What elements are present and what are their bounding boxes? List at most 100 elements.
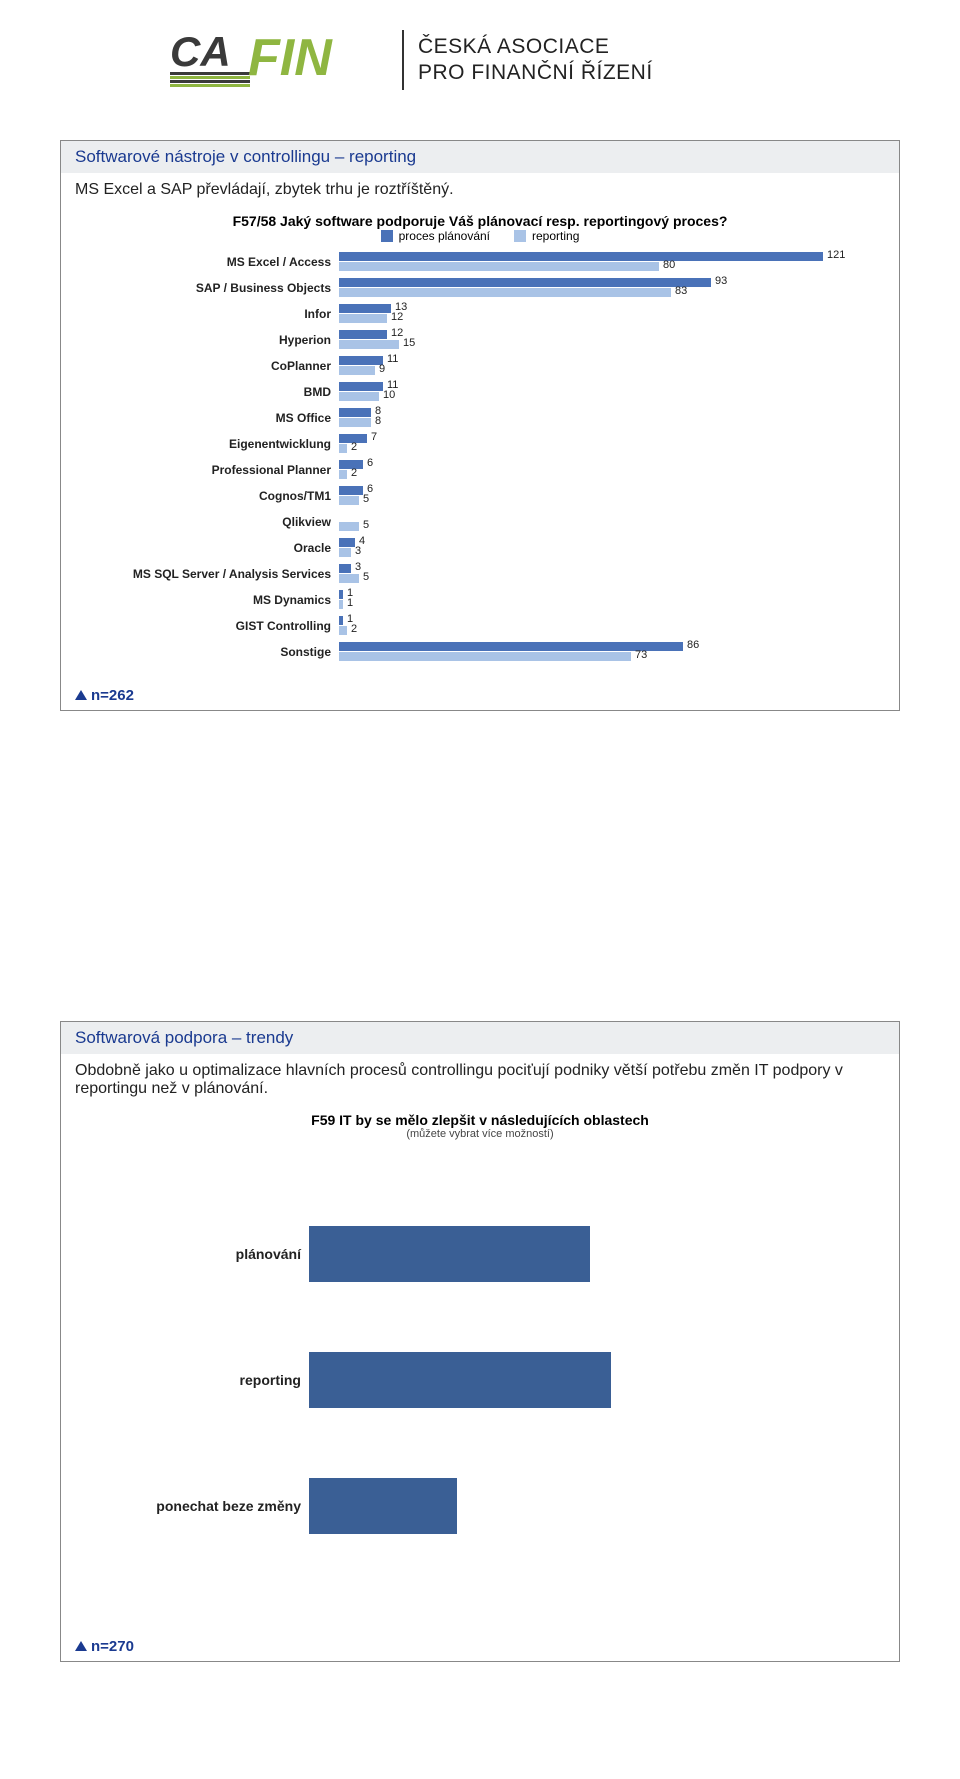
chart-row-bars: 119 (339, 355, 859, 377)
chart-row: MS Excel / Access12180 (101, 249, 859, 275)
chart-row-bars: 12 (339, 615, 859, 637)
bar-planning (339, 304, 391, 313)
org-line2: PRO FINANČNÍ ŘÍZENÍ (418, 60, 653, 86)
bar-planning (339, 616, 343, 625)
page-header: CA FIN ČESKÁ ASOCIACE PRO FINANČNÍ ŘÍZEN… (0, 0, 960, 110)
chart-row: Oracle43 (101, 535, 859, 561)
chart-row: SAP / Business Objects 93 83 (101, 275, 859, 301)
chart2-bar: 28% (309, 1478, 457, 1534)
bar-planning (339, 538, 355, 547)
chart2-bar: 57% (309, 1352, 611, 1408)
bar-value: 2 (351, 623, 357, 635)
chart2-row-label: reporting (121, 1372, 309, 1388)
chart-row-bars: 12180 (339, 251, 859, 273)
chart-row-bars: 5 (339, 511, 859, 533)
chart-row-label: BMD (101, 385, 339, 399)
chart2-track: 57% (309, 1352, 839, 1408)
chart2-value: 28% (465, 1496, 493, 1512)
chart-row-label: SAP / Business Objects (101, 281, 339, 295)
bar-reporting (339, 288, 671, 297)
bar-planning (339, 382, 383, 391)
bar-value: 3 (355, 561, 361, 573)
bar-value: 5 (363, 493, 369, 505)
chart-row: MS SQL Server / Analysis Services35 (101, 561, 859, 587)
section2-subtitle: Obdobně jako u optimalizace hlavních pro… (61, 1054, 899, 1104)
chart2-value: 53% (598, 1244, 626, 1260)
chart-row: Sonstige8673 (101, 639, 859, 665)
bar-planning (339, 642, 683, 651)
chart1-title: F57/58 Jaký software podporuje Váš pláno… (61, 213, 899, 229)
cafin-logo-icon: CA FIN (170, 31, 370, 89)
section1-n: n=262 (61, 683, 899, 710)
chart1: MS Excel / Access12180SAP / Business Obj… (61, 249, 899, 683)
bar-value: 93 (715, 275, 727, 287)
bar-value: 15 (403, 337, 415, 349)
legend-swatch (514, 230, 526, 242)
chart-row: BMD1110 (101, 379, 859, 405)
chart-row: Professional Planner 62 (101, 457, 859, 483)
svg-text:CA: CA (170, 31, 231, 75)
bar-reporting (339, 548, 351, 557)
chart-row-label: Oracle (101, 541, 339, 555)
chart-row-bars: 65 (339, 485, 859, 507)
section2-n: n=270 (61, 1634, 899, 1661)
chart2-title: F59 IT by se mělo zlepšit v následujícíc… (61, 1112, 899, 1128)
bar-reporting (339, 600, 343, 609)
bar-reporting (339, 470, 347, 479)
chart2-bar: 53% (309, 1226, 590, 1282)
chart2-row: plánování53% (121, 1226, 839, 1282)
chart2-row-label: plánování (121, 1246, 309, 1262)
chart-row: Infor1312 (101, 301, 859, 327)
chart-row-bars: 8673 (339, 641, 859, 663)
chart-row-bars: 88 (339, 407, 859, 429)
chart-row-label: CoPlanner (101, 359, 339, 373)
chart-row-label: GIST Controlling (101, 619, 339, 633)
org-name: ČESKÁ ASOCIACE PRO FINANČNÍ ŘÍZENÍ (418, 34, 653, 87)
chart-row-label: MS Office (101, 411, 339, 425)
section1-subtitle: MS Excel a SAP převládají, zbytek trhu j… (61, 173, 899, 205)
legend-item: reporting (514, 229, 579, 243)
chart-row-bars: 35 (339, 563, 859, 585)
legend-label: proces plánování (399, 229, 490, 243)
chart-row: Eigenentwicklung72 (101, 431, 859, 457)
chart-row-label: MS SQL Server / Analysis Services (101, 567, 339, 581)
bar-value: 83 (675, 285, 687, 297)
header-divider (402, 30, 404, 90)
bar-planning (339, 408, 371, 417)
bar-planning (339, 486, 363, 495)
bar-reporting (339, 522, 359, 531)
chart-row-label: Cognos/TM1 (101, 489, 339, 503)
bar-value: 6 (367, 457, 373, 469)
bar-value: 5 (363, 571, 369, 583)
bar-planning (339, 278, 711, 287)
chart2-row: reporting57% (121, 1352, 839, 1408)
bar-reporting (339, 652, 631, 661)
bar-value: 10 (383, 389, 395, 401)
legend-label: reporting (532, 229, 579, 243)
bar-value: 11 (387, 353, 398, 365)
bar-reporting (339, 340, 399, 349)
chart-row-label: MS Excel / Access (101, 255, 339, 269)
bar-reporting (339, 496, 359, 505)
bar-planning (339, 330, 387, 339)
bar-reporting (339, 626, 347, 635)
bar-value: 80 (663, 259, 675, 271)
section-software-reporting: Softwarové nástroje v controllingu – rep… (60, 140, 900, 711)
bar-value: 3 (355, 545, 361, 557)
legend-swatch (381, 230, 393, 242)
chart-row-label: Infor (101, 307, 339, 321)
chart-row-bars: 1312 (339, 303, 859, 325)
svg-text:FIN: FIN (248, 31, 333, 87)
org-line1: ČESKÁ ASOCIACE (418, 34, 653, 60)
chart-row-label: Qlikview (101, 515, 339, 529)
legend-item: proces plánování (381, 229, 490, 243)
chart2-track: 53% (309, 1226, 839, 1282)
chart-row-bars: 72 (339, 433, 859, 455)
chart-row-label: Professional Planner (101, 463, 339, 477)
chart-row-label: MS Dynamics (101, 593, 339, 607)
bar-value: 2 (351, 467, 357, 479)
bar-value: 73 (635, 649, 647, 661)
bar-reporting (339, 314, 387, 323)
chart-row-label: Sonstige (101, 645, 339, 659)
bar-value: 12 (391, 327, 403, 339)
